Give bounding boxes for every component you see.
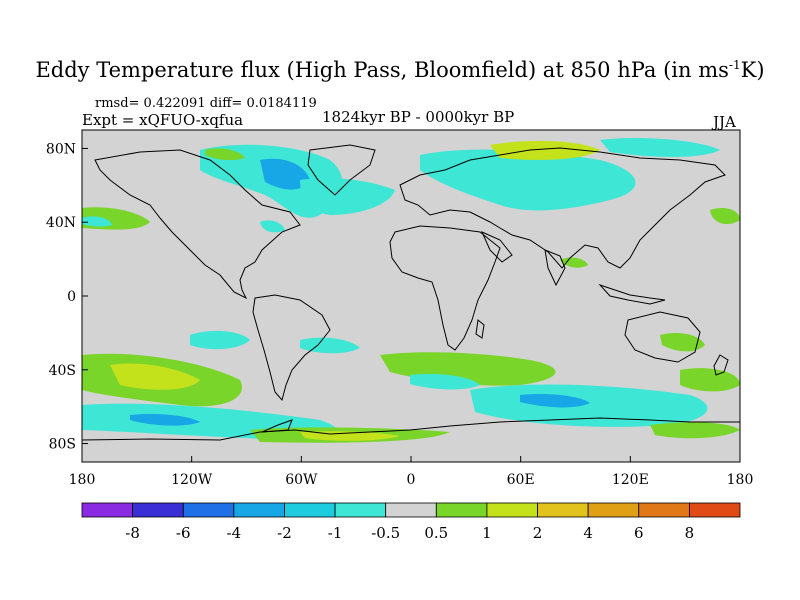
coastline-antarctica <box>82 417 740 441</box>
colorbar-label: -8 <box>125 524 140 542</box>
coastline-eurasia <box>399 147 726 269</box>
contour-green-tropics <box>560 257 588 268</box>
colorbar-swatch <box>537 502 589 518</box>
y-tick-label: 40S <box>49 363 76 379</box>
contour-cyan-siberia <box>420 149 636 211</box>
colorbar-label: -0.5 <box>371 524 400 542</box>
contour-blue-greenland <box>260 158 310 190</box>
contour-cyan-npacific <box>82 216 112 227</box>
contour-cyan-spacific-2 <box>300 337 360 354</box>
colorbar: -8 -6 -4 -2 -1 -0.5 0.5 1 2 4 6 8 <box>81 502 741 542</box>
contour-cyan-atlantic-patch <box>260 220 285 233</box>
colorbar-swatch <box>233 502 285 518</box>
colorbar-label: -4 <box>227 524 242 542</box>
colorbar-swatch <box>435 502 488 518</box>
period-label: 1824kyr BP - 0000kyr BP <box>322 108 515 126</box>
contour-green-greenland <box>205 148 245 161</box>
contour-green-australia <box>660 333 705 352</box>
coastline-australia <box>624 311 701 363</box>
colorbar-label: 6 <box>634 524 644 542</box>
coastline-india <box>544 249 566 287</box>
y-tick-label: 80N <box>46 141 76 157</box>
coastline-greenland <box>307 144 376 196</box>
x-tick-label: 120E <box>612 472 649 488</box>
coastline-antarctic-peninsula <box>261 419 293 433</box>
colorbar-swatch <box>385 502 437 518</box>
contour-green-npacific-east <box>710 208 740 225</box>
colorbar-swatch <box>81 502 134 518</box>
coastline-madagascar <box>475 319 485 339</box>
x-tick-label: 0 <box>407 472 416 488</box>
colorbar-swatch <box>638 502 690 518</box>
x-tick-label: 120W <box>171 472 213 488</box>
contour-blue-southern-ocean <box>130 413 200 426</box>
colorbar-label: 1 <box>482 524 492 542</box>
plot-title: Eddy Temperature flux (High Pass, Bloomf… <box>0 58 800 82</box>
colorbar-label: 0.5 <box>424 524 448 542</box>
title-text: Eddy Temperature flux (High Pass, Bloomf… <box>35 58 729 82</box>
experiment-label: Expt = xQFUO-xqfua <box>82 111 244 129</box>
coastline-arabia <box>481 231 513 263</box>
y-tick-label: 0 <box>67 289 76 305</box>
coastline-new-zealand <box>713 354 729 376</box>
contour-cyan-satlantic <box>410 374 480 390</box>
colorbar-label: -1 <box>328 524 343 542</box>
coastline-north-america <box>94 149 301 300</box>
season-label: JJA <box>713 113 736 131</box>
x-tick-label: 180 <box>69 472 96 488</box>
contour-green-seaustralia <box>680 368 740 392</box>
contour-fields <box>82 138 740 443</box>
x-tick-label: 60E <box>507 472 535 488</box>
contour-green-east-antarctic <box>650 422 740 439</box>
x-tick-label: 60W <box>285 472 318 488</box>
y-axis-ticks: 80N 40N 0 40S 80S <box>46 141 88 453</box>
colorbar-label: 4 <box>583 524 593 542</box>
colorbar-swatch <box>182 502 235 518</box>
colorbar-label: 8 <box>685 524 695 542</box>
colorbar-swatch <box>587 502 640 518</box>
title-superscript: -1 <box>728 58 741 72</box>
colorbar-label: 2 <box>533 524 543 542</box>
colorbar-label: -6 <box>176 524 191 542</box>
contour-cyan-northatlantic <box>300 178 395 215</box>
x-axis-ticks: 180 120W 60W 0 60E 120E 180 <box>69 456 754 488</box>
colorbar-swatch <box>284 502 336 518</box>
y-tick-label: 40N <box>46 215 76 231</box>
contour-green-siberia <box>490 140 600 160</box>
coastline-indonesia <box>598 283 666 305</box>
colorbar-swatch <box>688 502 741 518</box>
colorbar-swatch <box>132 502 184 518</box>
title-tail: K) <box>740 58 765 82</box>
contour-cyan-spacific-1 <box>190 330 250 350</box>
contour-blue-indian <box>520 393 590 408</box>
coastline-south-america <box>252 294 331 402</box>
coastlines <box>82 144 740 441</box>
contour-cyan-arctic-east <box>600 138 720 157</box>
y-tick-label: 80S <box>49 437 76 453</box>
colorbar-swatch <box>486 502 538 518</box>
stats-line: rmsd= 0.422091 diff= 0.0184119 <box>95 96 317 111</box>
x-tick-label: 180 <box>727 472 754 488</box>
colorbar-swatch <box>334 502 387 518</box>
colorbar-label: -2 <box>277 524 292 542</box>
contour-yellow-spacific <box>110 363 200 390</box>
